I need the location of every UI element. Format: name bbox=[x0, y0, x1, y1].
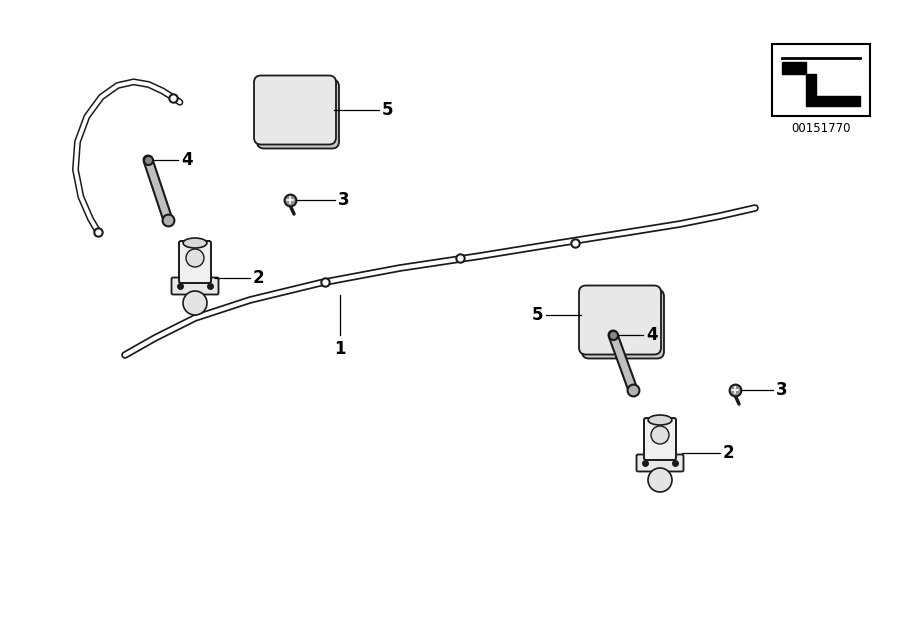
FancyBboxPatch shape bbox=[636, 455, 683, 471]
Polygon shape bbox=[782, 62, 860, 106]
FancyBboxPatch shape bbox=[644, 418, 676, 460]
Circle shape bbox=[186, 249, 204, 267]
FancyBboxPatch shape bbox=[257, 80, 339, 148]
Text: 3: 3 bbox=[776, 381, 788, 399]
FancyBboxPatch shape bbox=[254, 76, 336, 144]
Text: 4: 4 bbox=[646, 326, 658, 344]
FancyBboxPatch shape bbox=[172, 277, 219, 294]
Circle shape bbox=[648, 468, 672, 492]
Ellipse shape bbox=[648, 415, 672, 425]
Circle shape bbox=[651, 426, 669, 444]
Text: 1: 1 bbox=[334, 340, 346, 358]
Text: 4: 4 bbox=[181, 151, 193, 169]
FancyBboxPatch shape bbox=[582, 289, 664, 359]
Text: 3: 3 bbox=[338, 191, 349, 209]
Bar bbox=[772, 44, 870, 116]
Text: 5: 5 bbox=[382, 101, 393, 119]
FancyBboxPatch shape bbox=[179, 241, 211, 283]
FancyBboxPatch shape bbox=[579, 286, 661, 354]
Text: 2: 2 bbox=[723, 444, 734, 462]
Text: 00151770: 00151770 bbox=[791, 122, 850, 135]
Circle shape bbox=[183, 291, 207, 315]
Ellipse shape bbox=[183, 238, 207, 248]
Text: 5: 5 bbox=[532, 306, 543, 324]
Text: 2: 2 bbox=[253, 269, 265, 287]
